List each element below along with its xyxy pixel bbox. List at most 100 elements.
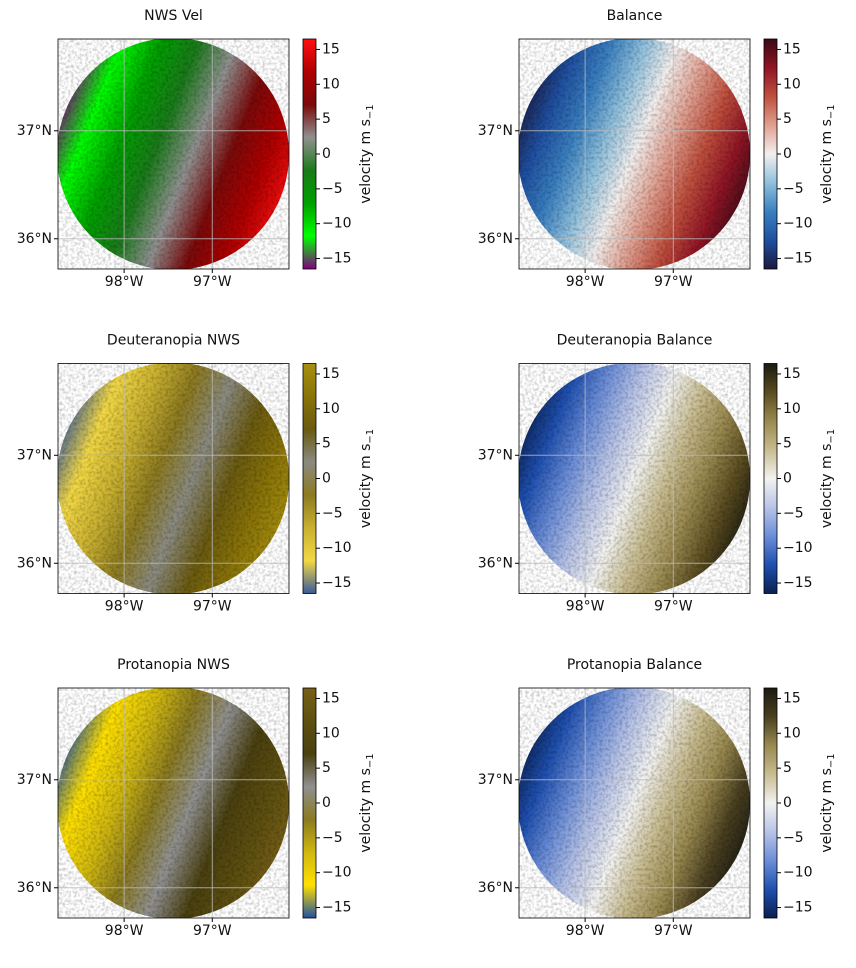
colorbar-label: velocity m s−1 [358, 753, 376, 852]
y-tick-label: 36°N [478, 555, 513, 571]
colorbar-tick-label: −5 [322, 181, 343, 197]
colorbar-tick-label: 15 [322, 41, 340, 57]
colorbar-label-text: velocity m s [819, 768, 835, 853]
x-tick-label: 97°W [193, 599, 232, 615]
colorbar-tick-label: 5 [783, 436, 792, 452]
colorbar-tick-label: −5 [322, 830, 343, 846]
colorbar-label: velocity m s−1 [358, 104, 376, 203]
x-tick-label: 98°W [566, 599, 605, 615]
colorbar-tick-label: 10 [783, 401, 801, 417]
y-tick-label: 36°N [17, 880, 52, 896]
colorbar-label-text: velocity m s [819, 444, 835, 529]
y-tick-label: 36°N [17, 555, 52, 571]
panel-title: NWS Vel [144, 8, 203, 24]
radar-speckle [519, 688, 750, 918]
colorbar-tick-label: −15 [322, 251, 352, 267]
plot-frame [57, 363, 290, 594]
colorbar-tick-label: −15 [783, 251, 813, 267]
colorbar-tick-label: −5 [783, 505, 804, 521]
y-tick-label: 37°N [17, 447, 52, 463]
colorbar-tick-label: 15 [783, 690, 801, 706]
colorbar-tick-label: 10 [322, 401, 340, 417]
plot-frame [518, 687, 751, 919]
plot-frame [57, 687, 290, 919]
colorbar-label: velocity m s−1 [358, 429, 376, 528]
plot-frame [518, 38, 751, 270]
colorbar-tick-label: 0 [322, 795, 331, 811]
colorbar-tick-label: 0 [322, 146, 331, 162]
colorbar-tick-label: −5 [322, 505, 343, 521]
colorbar-tick-label: −10 [322, 216, 352, 232]
colorbar-label-subscript: −1 [365, 429, 376, 444]
radar-image [58, 688, 289, 918]
colorbar-label-subscript: −1 [826, 753, 837, 768]
colorbar-tick-label: 5 [322, 760, 331, 776]
x-tick-label: 97°W [654, 274, 693, 290]
colorbar-label-text: velocity m s [358, 444, 374, 529]
colorbar [302, 687, 317, 919]
x-tick-label: 98°W [105, 923, 144, 939]
colorbar-label-subscript: −1 [826, 104, 837, 119]
panel-title: Deuteranopia Balance [557, 333, 713, 349]
x-tick-label: 98°W [105, 274, 144, 290]
panel-title: Balance [607, 8, 663, 24]
radar-speckle [58, 363, 289, 594]
colorbar-tick-label: 5 [783, 111, 792, 127]
colorbar [763, 687, 778, 919]
colorbar-label: velocity m s−1 [819, 753, 837, 852]
colorbar-label-subscript: −1 [365, 753, 376, 768]
y-tick-label: 37°N [478, 772, 513, 788]
plot-frame [57, 38, 290, 270]
colorbar [763, 363, 778, 594]
colorbar-tick-label: 5 [322, 111, 331, 127]
colorbar-tick-label: 10 [783, 725, 801, 741]
y-tick-label: 37°N [478, 447, 513, 463]
x-tick-label: 97°W [193, 923, 232, 939]
radar-speckle [58, 688, 289, 918]
colorbar [763, 38, 778, 270]
y-tick-label: 36°N [478, 880, 513, 896]
colorbar-tick-label: 0 [783, 471, 792, 487]
radar-speckle [519, 363, 750, 594]
colorbar [302, 363, 317, 594]
y-tick-label: 36°N [17, 231, 52, 247]
colorbar-tick-label: −5 [783, 181, 804, 197]
colorbar-tick-label: −10 [322, 540, 352, 556]
colorbar-tick-label: −10 [783, 865, 813, 881]
x-tick-label: 98°W [566, 274, 605, 290]
y-tick-label: 36°N [478, 231, 513, 247]
colorbar-tick-label: −15 [322, 575, 352, 591]
colorbar-label-subscript: −1 [826, 429, 837, 444]
radar-image [58, 363, 289, 594]
colorbar-label-subscript: −1 [365, 104, 376, 119]
colorbar-tick-label: 10 [783, 76, 801, 92]
x-tick-label: 97°W [654, 599, 693, 615]
colorbar-label-text: velocity m s [819, 119, 835, 204]
y-tick-label: 37°N [478, 123, 513, 139]
colorbar-label-text: velocity m s [358, 768, 374, 853]
y-tick-label: 37°N [17, 772, 52, 788]
colorbar-tick-label: 0 [783, 146, 792, 162]
radar-speckle [519, 39, 750, 269]
colorbar-tick-label: 5 [783, 760, 792, 776]
panel-title: Deuteranopia NWS [107, 333, 240, 349]
colorbar-tick-label: 15 [322, 366, 340, 382]
colorbar-label: velocity m s−1 [819, 429, 837, 528]
x-tick-label: 98°W [105, 599, 144, 615]
colorbar-tick-label: 10 [322, 76, 340, 92]
colorbar-tick-label: −10 [783, 540, 813, 556]
colorbar-tick-label: −10 [783, 216, 813, 232]
radar-image [519, 688, 750, 918]
colorbar-tick-label: 10 [322, 725, 340, 741]
radar-image [519, 39, 750, 269]
colorbar-tick-label: 15 [783, 41, 801, 57]
colorbar-tick-label: −10 [322, 865, 352, 881]
colorbar-tick-label: 0 [322, 471, 331, 487]
colorbar-tick-label: −15 [783, 900, 813, 916]
radar-image [519, 363, 750, 594]
colorbar-tick-label: −5 [783, 830, 804, 846]
panel-title: Protanopia NWS [117, 657, 230, 673]
panel-title: Protanopia Balance [567, 657, 702, 673]
